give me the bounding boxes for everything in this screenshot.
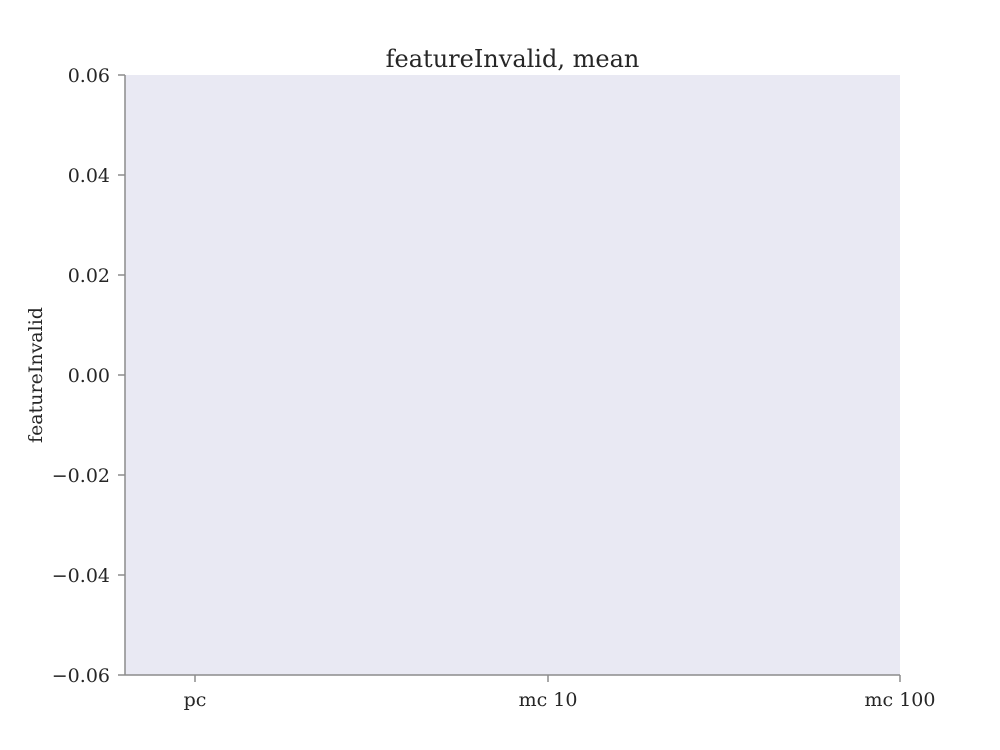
x-tick-label: pc [184,689,207,711]
y-tick-label: −0.04 [52,565,110,587]
x-tick-label: mc 100 [865,689,936,711]
chart-title: featureInvalid, mean [386,45,640,73]
y-tick-label: 0.02 [68,265,110,287]
y-tick-label: 0.00 [68,365,110,387]
x-tick-label: mc 10 [519,689,578,711]
y-tick-label: −0.06 [52,665,110,687]
plot-area [125,75,900,675]
y-axis-ticks: −0.06 −0.04 −0.02 0.00 0.02 0.04 0.06 [52,65,125,687]
x-axis-ticks: pc mc 10 mc 100 [184,675,936,711]
y-tick-label: 0.06 [68,65,110,87]
y-tick-label: 0.04 [68,165,110,187]
y-axis-label: featureInvalid [25,307,47,443]
y-tick-label: −0.02 [52,465,110,487]
